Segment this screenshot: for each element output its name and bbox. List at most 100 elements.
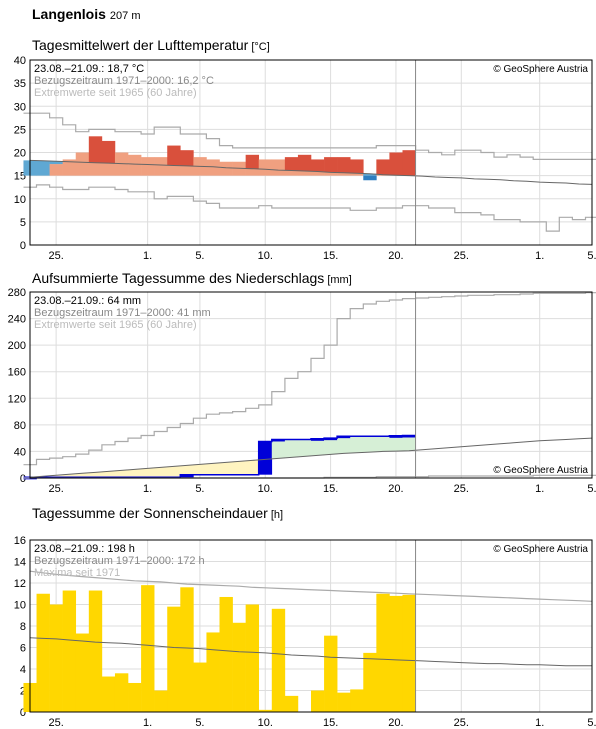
temp-anomaly-warm bbox=[232, 161, 246, 169]
x-tick-label: 25. bbox=[454, 250, 469, 262]
x-tick-label: 20. bbox=[388, 717, 403, 729]
x-tick-label: 10. bbox=[258, 717, 273, 729]
temp-anomaly-cold bbox=[49, 161, 63, 165]
y-tick-label: 0 bbox=[20, 473, 26, 485]
y-tick-label: 14 bbox=[14, 557, 26, 569]
precip-deviation-fill bbox=[88, 472, 103, 478]
temp-bar bbox=[337, 172, 351, 176]
temperature-panel-title: Tagesmittelwert der Lufttemperatur [°C] bbox=[32, 37, 270, 53]
sunshine-bar bbox=[154, 690, 168, 712]
temp-bar bbox=[180, 165, 194, 176]
sunshine-bar bbox=[114, 673, 129, 712]
temperature-chart: 0 5 10 15 20 25 30 35 40 25. 1. 5. 10. 15. 20. 25. 1. 5. 2… bbox=[14, 55, 596, 262]
reference-mean-line bbox=[29, 159, 593, 185]
x-tick-label: 25. bbox=[48, 717, 63, 729]
temp-anomaly-warm bbox=[75, 152, 90, 163]
plot-frame bbox=[29, 539, 593, 713]
y-tick-label: 15 bbox=[14, 171, 26, 183]
y-tick-label: 12 bbox=[14, 578, 26, 590]
precip-daily-bar bbox=[389, 435, 403, 438]
temp-anomaly-warm bbox=[376, 159, 390, 175]
x-tick-label: 25. bbox=[454, 483, 469, 495]
temp-bar bbox=[258, 169, 273, 176]
sunshine-panel-title: Tagessumme der Sonnenscheindauer [h] bbox=[32, 505, 283, 521]
precip-deviation-fill bbox=[167, 466, 181, 478]
y-tick-label: 30 bbox=[14, 101, 26, 113]
info-line: 23.08.–21.09.: 198 h bbox=[34, 543, 135, 555]
temp-anomaly-warm bbox=[180, 150, 194, 166]
temp-bar bbox=[62, 161, 77, 176]
temp-bar bbox=[114, 163, 129, 176]
x-tick-label: 5. bbox=[587, 250, 596, 262]
precip-daily-bar bbox=[324, 438, 338, 441]
temp-bar bbox=[232, 168, 246, 176]
precip-deviation-fill bbox=[154, 467, 168, 478]
plot-frame bbox=[29, 291, 593, 479]
precip-deviation-fill bbox=[75, 473, 90, 478]
x-tick-label: 5. bbox=[195, 250, 204, 262]
temp-anomaly-warm bbox=[154, 157, 168, 165]
sunshine-bar bbox=[62, 590, 77, 712]
sunshine-bar bbox=[284, 695, 299, 712]
y-tick-label: 8 bbox=[20, 621, 26, 633]
precip-daily-bar bbox=[337, 436, 351, 439]
copyright-label: © GeoSphere Austria bbox=[493, 465, 588, 476]
temp-anomaly-cold bbox=[363, 173, 377, 176]
x-tick-label: 25. bbox=[454, 717, 469, 729]
sunshine-bar bbox=[75, 633, 90, 712]
max-extreme-line bbox=[23, 112, 596, 160]
sunshine-bar bbox=[389, 595, 403, 712]
temp-anomaly-warm bbox=[62, 159, 77, 162]
precip-deviation-fill bbox=[180, 465, 194, 475]
precip-daily-bar bbox=[311, 438, 325, 441]
temp-anomaly-warm bbox=[114, 152, 129, 164]
x-tick-label: 1. bbox=[535, 483, 544, 495]
precip-deviation-fill bbox=[284, 439, 299, 458]
temp-bar bbox=[297, 171, 312, 176]
precip-daily-bar bbox=[271, 439, 286, 442]
plot-frame bbox=[29, 59, 593, 246]
precip-daily-bar bbox=[402, 435, 416, 438]
y-tick-label: 25 bbox=[14, 124, 26, 136]
info-line: Bezugszeitraum 1971–2000: 41 mm bbox=[34, 307, 211, 319]
precip-deviation-fill bbox=[376, 436, 390, 452]
info-line: Extremwerte seit 1965 (60 Jahre) bbox=[34, 319, 197, 331]
precip-daily-bar bbox=[258, 441, 273, 475]
sunshine-bar bbox=[350, 689, 364, 712]
copyright-label: © GeoSphere Austria bbox=[493, 64, 588, 75]
y-tick-label: 160 bbox=[8, 367, 26, 379]
precipitation-unit: [mm] bbox=[327, 274, 352, 286]
precip-deviation-fill bbox=[311, 438, 325, 456]
x-tick-label: 15. bbox=[323, 717, 338, 729]
x-tick-label: 1. bbox=[535, 250, 544, 262]
x-tick-label: 20. bbox=[388, 483, 403, 495]
precip-deviation-fill bbox=[324, 438, 338, 455]
max-cumulative-line bbox=[23, 292, 596, 466]
y-tick-label: 200 bbox=[8, 340, 26, 352]
temp-bar bbox=[350, 173, 364, 176]
sunshine-bar bbox=[128, 682, 142, 712]
precip-deviation-fill bbox=[402, 435, 416, 451]
precipitation-panel-title: Aufsummierte Tagessumme des Niederschlag… bbox=[32, 270, 352, 286]
precip-deviation-fill bbox=[206, 463, 220, 475]
x-tick-label: 5. bbox=[195, 717, 204, 729]
x-tick-label: 10. bbox=[258, 250, 273, 262]
temp-anomaly-warm bbox=[128, 154, 142, 165]
temp-bar bbox=[245, 168, 260, 176]
sunshine-bar bbox=[49, 604, 63, 712]
sunshine-title-text: Tagessumme der Sonnenscheindauer bbox=[32, 505, 268, 521]
x-tick-label: 1. bbox=[143, 483, 152, 495]
x-tick-label: 10. bbox=[258, 483, 273, 495]
temp-bar bbox=[324, 172, 338, 176]
sunshine-bar bbox=[324, 635, 338, 712]
cumulative-observed-line bbox=[23, 434, 416, 479]
temp-anomaly-cold bbox=[36, 160, 50, 176]
precip-deviation-fill bbox=[363, 436, 377, 453]
temperature-title-text: Tagesmittelwert der Lufttemperatur bbox=[32, 37, 249, 53]
precip-deviation-fill bbox=[141, 468, 155, 478]
sunshine-bar bbox=[232, 622, 246, 712]
y-tick-label: 80 bbox=[14, 420, 26, 432]
precipitation-chart: 0 40 80 120 160 200 240 280 25. 1. 5. 10. 15. 20. 25. 1… bbox=[8, 287, 596, 495]
sunshine-bar bbox=[245, 604, 260, 712]
temp-bar bbox=[75, 162, 90, 176]
